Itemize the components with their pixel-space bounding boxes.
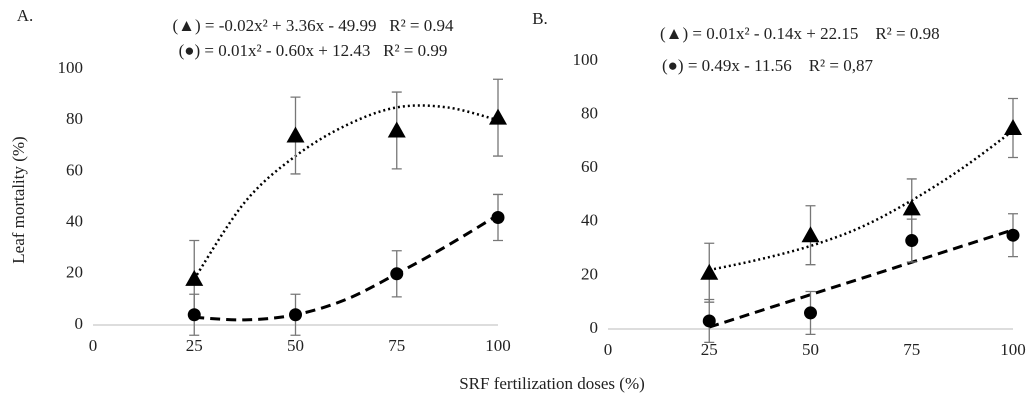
x-tick-label: 25 [701, 340, 718, 359]
x-tick-label: 25 [186, 336, 203, 355]
triangle-marker [1004, 119, 1022, 135]
x-tick-label: 75 [388, 336, 405, 355]
circle-marker [390, 267, 404, 281]
y-tick-label: 100 [573, 50, 599, 69]
trend-equation: (▲) = -0.02x² + 3.36x - 49.99 R² = 0.94 [172, 16, 454, 35]
y-tick-label: 60 [581, 157, 598, 176]
triangle-marker [801, 226, 820, 243]
x-tick-label: 0 [89, 336, 98, 355]
triangle-marker [902, 199, 921, 216]
x-tick-label: 50 [802, 340, 819, 359]
triangle-marker [286, 126, 305, 143]
panel-label: B. [532, 9, 548, 28]
circle-marker [1006, 228, 1020, 242]
y-tick-label: 60 [66, 160, 83, 179]
y-tick-label: 80 [66, 109, 83, 128]
x-tick-label: 100 [1000, 340, 1026, 359]
trend-equation: (●) = 0.49x - 11.56 R² = 0,87 [662, 56, 873, 75]
x-axis-label: SRF fertilization doses (%) [459, 374, 645, 393]
x-tick-label: 50 [287, 336, 304, 355]
trend-line [193, 104, 499, 280]
triangle-marker [387, 121, 406, 138]
trend-equation: (●) = 0.01x² - 0.60x + 12.43 R² = 0.99 [179, 41, 448, 60]
triangle-marker [489, 108, 507, 125]
triangle-marker [185, 269, 204, 286]
circle-marker [187, 308, 201, 322]
circle-marker [289, 308, 302, 322]
y-tick-label: 40 [581, 211, 598, 230]
panel-label: A. [17, 6, 34, 25]
x-tick-label: 0 [604, 340, 613, 359]
y-tick-label: 20 [66, 263, 83, 282]
x-tick-label: 100 [485, 336, 511, 355]
circle-marker [905, 234, 919, 248]
triangle-marker [700, 263, 719, 280]
y-tick-label: 40 [66, 212, 83, 231]
trend-line [708, 228, 1014, 329]
x-tick-label: 75 [903, 340, 920, 359]
y-tick-label: 20 [581, 264, 598, 283]
trend-line [194, 213, 499, 322]
circle-marker [702, 314, 716, 328]
circle-marker [491, 210, 505, 224]
y-tick-label: 80 [581, 104, 598, 123]
trend-equation: (▲) = 0.01x² - 0.14x + 22.15 R² = 0.98 [660, 24, 940, 43]
trend-line [708, 129, 1014, 272]
y-axis-label: Leaf mortality (%) [9, 136, 28, 263]
circle-marker [804, 306, 817, 320]
y-tick-label: 100 [58, 58, 84, 77]
y-tick-label: 0 [590, 318, 599, 337]
y-tick-label: 0 [75, 314, 84, 333]
